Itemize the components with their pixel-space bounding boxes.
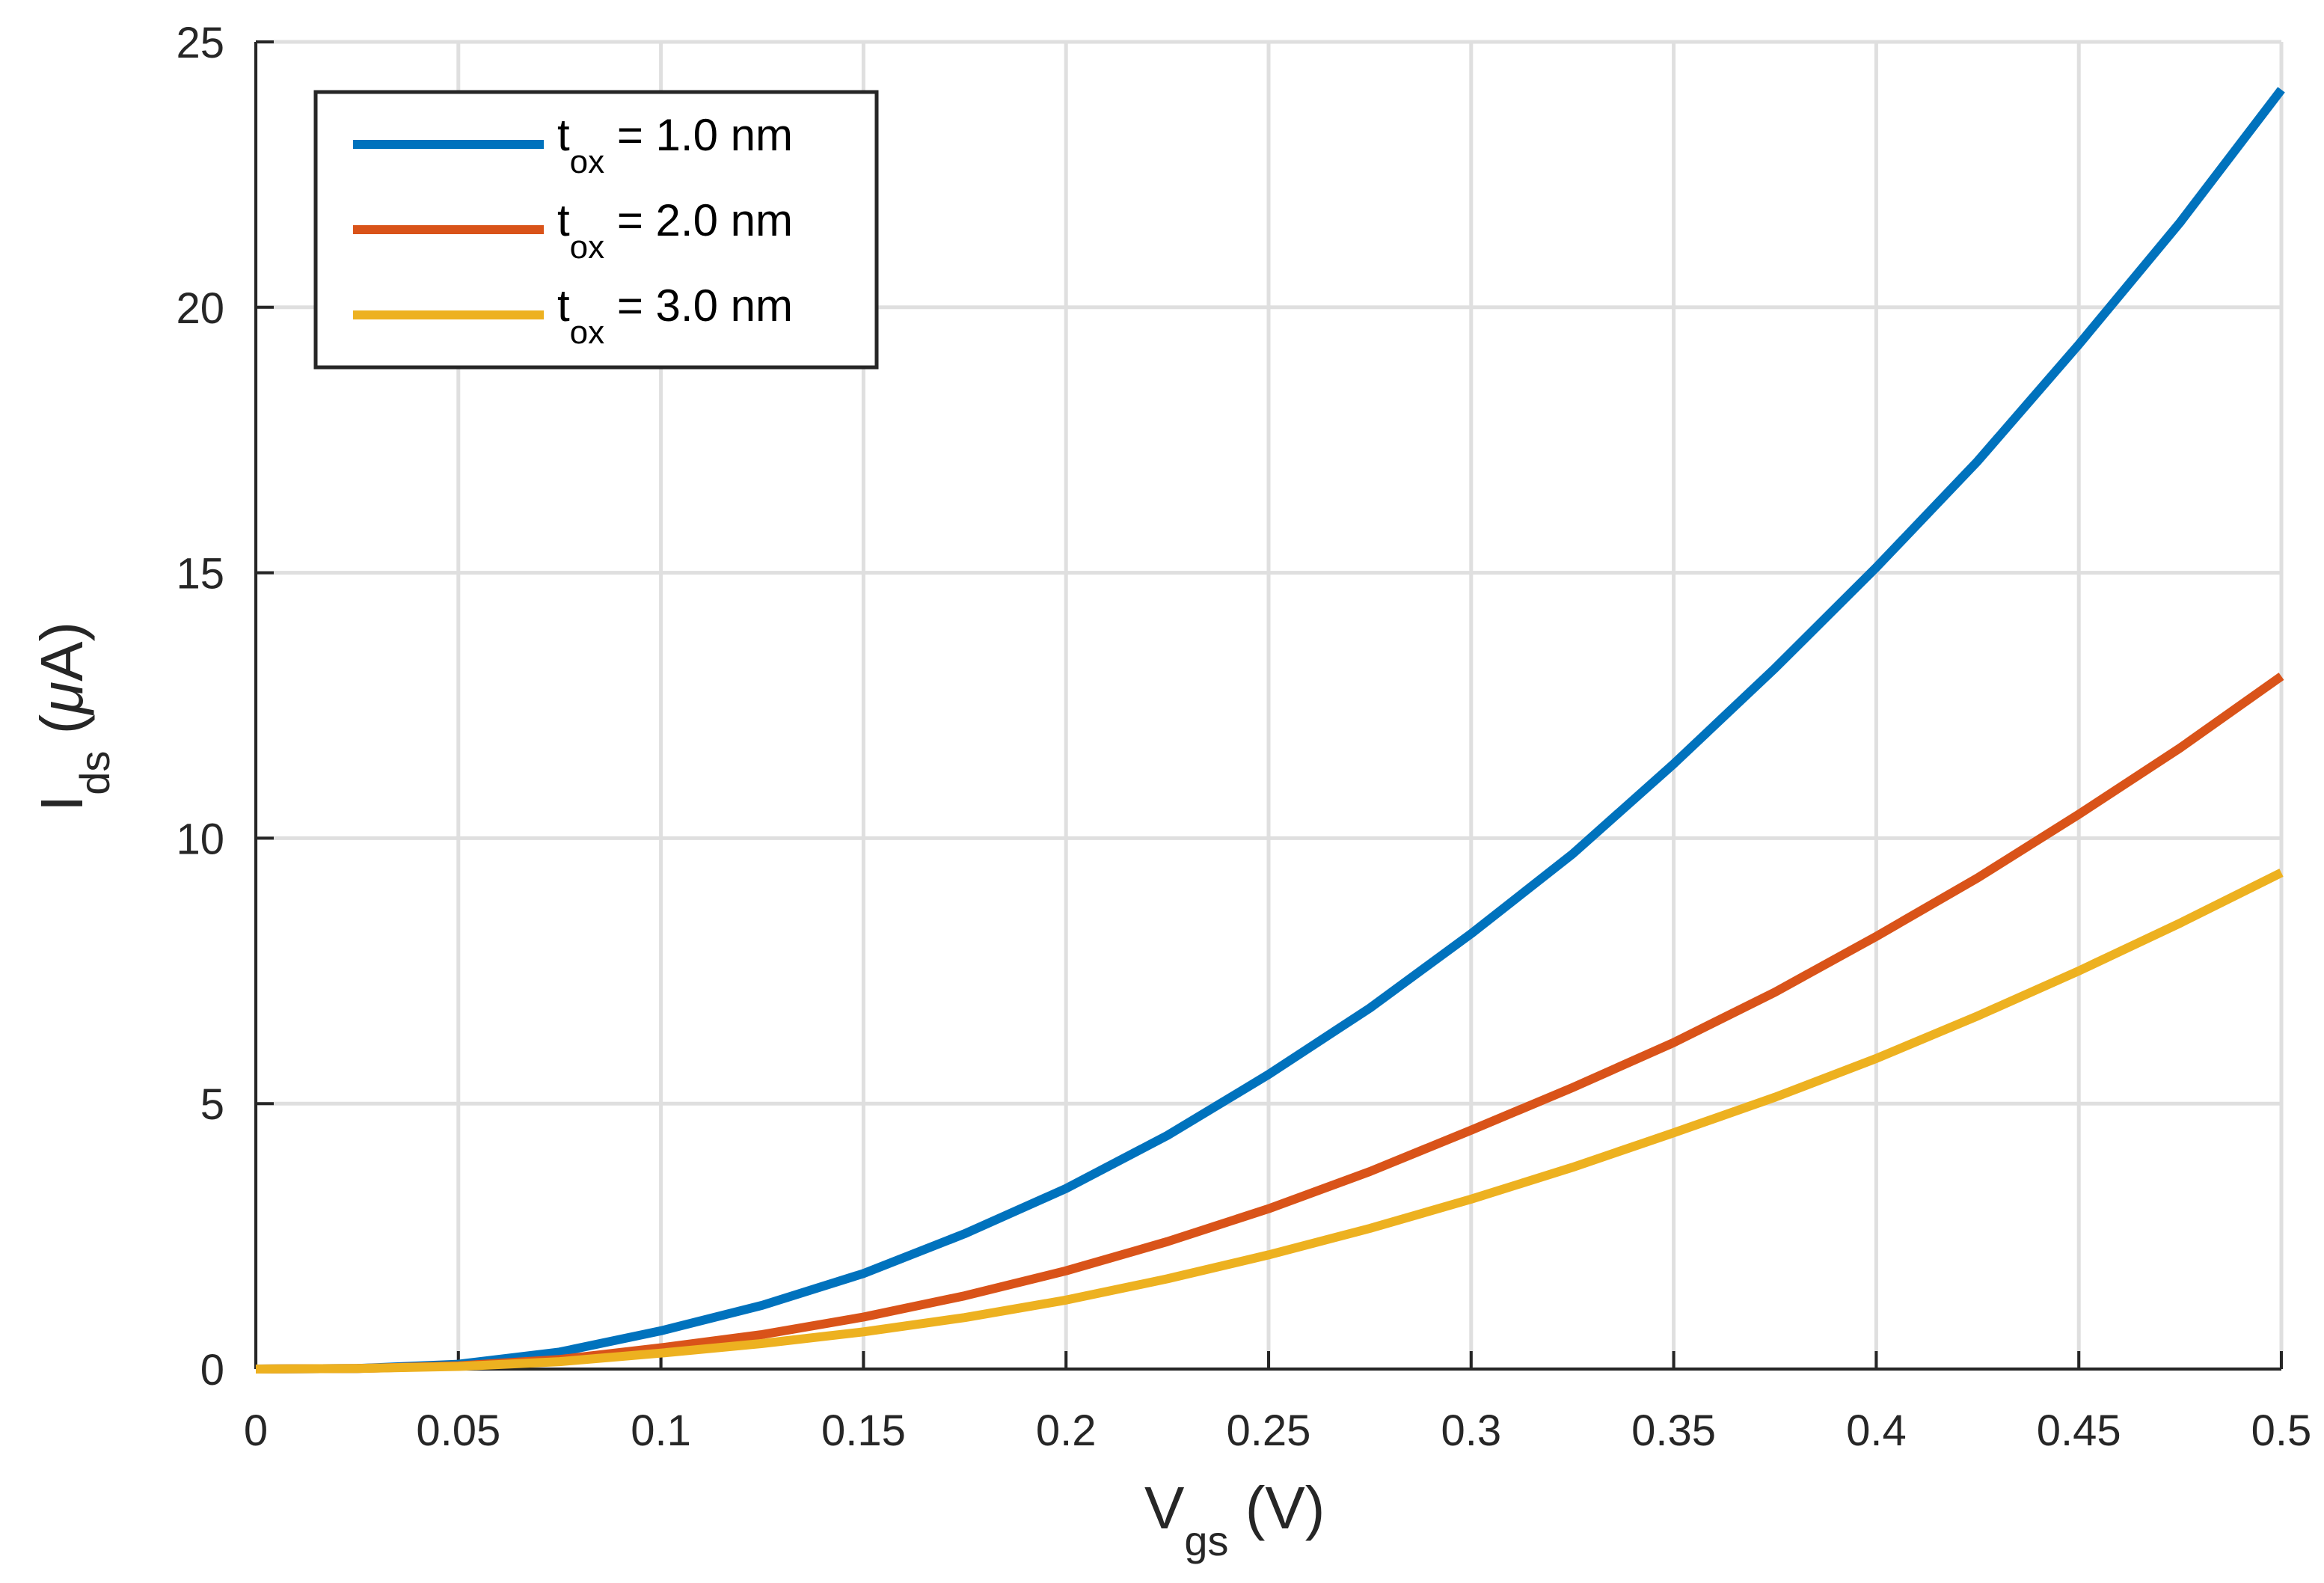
y-axis-label-sub: ds bbox=[71, 751, 118, 795]
x-tick-label: 0.45 bbox=[2037, 1406, 2121, 1455]
series-line-3 bbox=[255, 869, 2284, 1374]
x-axis-label-sub: gs bbox=[1184, 1517, 1228, 1564]
y-tick-label: 20 bbox=[176, 284, 224, 333]
x-tick-label: 0.05 bbox=[416, 1406, 500, 1455]
legend-label-3: tox = 3.0 nm bbox=[557, 281, 793, 351]
y-axis-label-main: I bbox=[28, 795, 95, 812]
y-axis-label-mu: μ bbox=[28, 682, 95, 716]
y-axis-label-open: ( bbox=[28, 714, 95, 750]
x-tick-label: 0.5 bbox=[2251, 1406, 2312, 1455]
y-tick-label: 25 bbox=[176, 19, 224, 67]
x-tick-label: 0.4 bbox=[1846, 1406, 1907, 1455]
y-axis-label-rest: A) bbox=[28, 622, 95, 682]
legend-label-1: tox = 1.0 nm bbox=[557, 110, 793, 180]
y-tick-label: 0 bbox=[200, 1346, 224, 1394]
x-tick-label: 0.2 bbox=[1036, 1406, 1097, 1455]
x-tick-label: 0.25 bbox=[1227, 1406, 1311, 1455]
x-axis-label-rest: (V) bbox=[1229, 1475, 1325, 1541]
x-tick-label: 0.1 bbox=[631, 1406, 691, 1455]
series-line-1 bbox=[255, 87, 2285, 1374]
x-tick-label: 0.15 bbox=[821, 1406, 906, 1455]
y-axis-label: Ids (μA) bbox=[28, 622, 118, 812]
x-tick-label: 0.35 bbox=[1631, 1406, 1716, 1455]
tick-labels: 0 0.05 0.1 0.15 0.2 0.25 0.3 0.35 0.4 0.45 0.5 0 5 10… bbox=[176, 19, 2311, 1455]
x-axis-label: Vgs (V) bbox=[1144, 1475, 1325, 1564]
legend: tox = 1.0 nm tox = 2.0 nm tox = 3.0 nm bbox=[313, 90, 879, 370]
y-tick-label: 15 bbox=[176, 550, 224, 598]
x-axis-label-main: V bbox=[1144, 1475, 1185, 1541]
x-tick-label: 0 bbox=[244, 1406, 268, 1455]
axes bbox=[254, 40, 2283, 1371]
y-tick-label: 10 bbox=[176, 815, 224, 863]
plot-area bbox=[255, 87, 2285, 1374]
legend-label-2: tox = 2.0 nm bbox=[557, 195, 793, 266]
x-tick-label: 0.3 bbox=[1441, 1406, 1501, 1455]
y-tick-label: 5 bbox=[200, 1080, 224, 1129]
